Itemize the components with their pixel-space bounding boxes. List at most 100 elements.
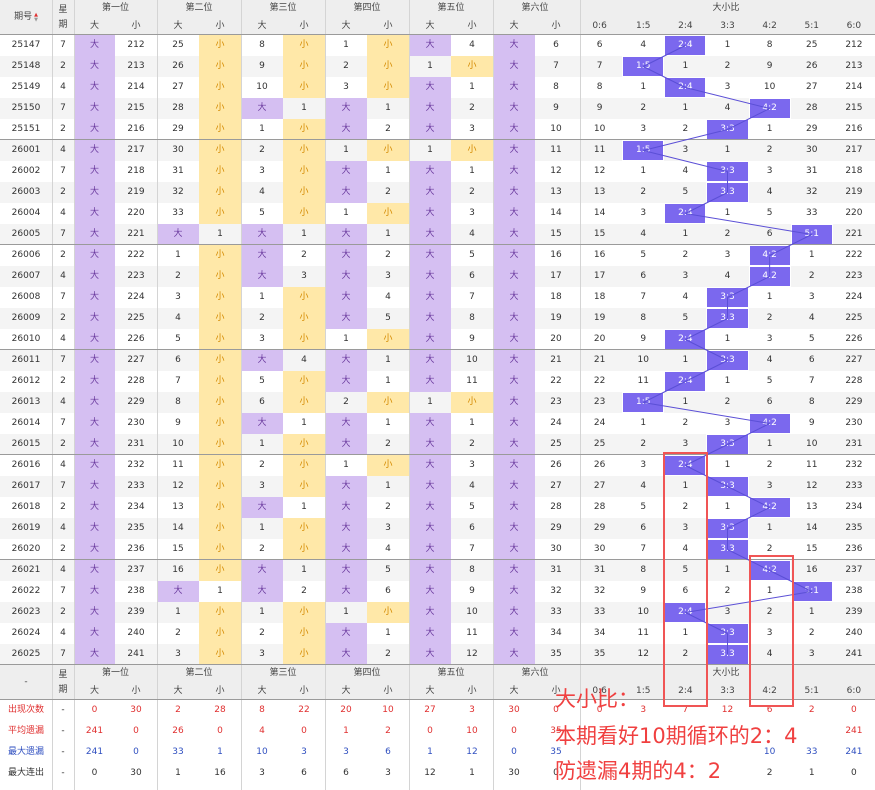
- stats-value: 241: [85, 726, 104, 736]
- big-hit-cell: 大: [325, 182, 367, 203]
- stats-weekday: -: [61, 768, 65, 778]
- sort-arrows-icon[interactable]: ▲ ▼: [34, 11, 38, 23]
- stats-value: 20: [340, 705, 352, 715]
- big-hit-cell: 大: [409, 119, 451, 140]
- weekday-cell: 2: [60, 376, 66, 386]
- big-hit-cell: 大: [325, 266, 367, 287]
- group-divider: [0, 664, 875, 665]
- ratio-hit-cell: 3:3: [707, 183, 748, 202]
- big-hit-cell: 大: [74, 560, 115, 581]
- stats-value: 22: [298, 705, 310, 715]
- ratio-hit-cell: 4:2: [749, 498, 790, 517]
- miss-count-cell: 1: [241, 434, 283, 455]
- ratio-miss-cell: 21: [577, 350, 623, 371]
- weekday-cell: 2: [52, 434, 74, 455]
- ratio-miss-cell: 9: [640, 334, 647, 344]
- stats-label: 最大连出: [7, 768, 44, 778]
- stats-value: 3: [343, 747, 349, 757]
- big-hit-cell: 大: [409, 518, 451, 539]
- ratio-miss-cell: 5: [664, 560, 707, 581]
- stats-value: 1: [427, 747, 433, 757]
- small-hit-cell: 小: [367, 203, 409, 224]
- ratio-miss-cell: 11: [637, 628, 649, 638]
- miss-count-cell: 224: [127, 292, 145, 302]
- ratio-miss-cell: 1: [640, 82, 647, 92]
- footer-period-header: -: [0, 665, 52, 700]
- ratio-miss-cell: 20: [593, 334, 606, 344]
- weekday-cell: 4: [60, 82, 66, 92]
- period-header[interactable]: 期号 ▲ ▼: [0, 0, 52, 35]
- ratio-miss-cell: 10: [622, 602, 665, 623]
- ratio-miss-cell: 1: [766, 124, 773, 134]
- stats-value: 3: [640, 705, 647, 715]
- big-hit-cell: 大: [325, 98, 367, 119]
- miss-count-cell: 2: [451, 434, 493, 455]
- small-hit-cell: 小: [199, 35, 241, 56]
- ratio-miss-cell: 224: [845, 292, 863, 302]
- period-cell: 26023: [0, 602, 52, 623]
- stats-value: 35: [550, 726, 562, 736]
- miss-count-cell: 1: [283, 560, 325, 581]
- miss-count-cell: 4: [451, 476, 493, 497]
- miss-count-cell: 3: [469, 124, 475, 134]
- ratio-subheader: 3:3: [706, 682, 749, 700]
- miss-count-cell: 212: [127, 40, 145, 50]
- ratio-miss-cell: 8: [596, 82, 603, 92]
- small-hit-cell: 小: [199, 77, 241, 98]
- ratio-miss-cell: 4: [682, 544, 689, 554]
- miss-count-cell: 1: [367, 98, 409, 119]
- ratio-miss-cell: 1: [664, 56, 707, 77]
- small-hit-cell: 小: [199, 119, 241, 140]
- miss-count-cell: 1: [241, 518, 283, 539]
- ratio-miss-cell: 33: [577, 602, 623, 623]
- ratio-miss-cell: 1: [640, 418, 647, 428]
- ratio-miss-cell: 2: [682, 124, 689, 134]
- ratio-hit-cell: 4:2: [749, 246, 790, 265]
- miss-count-cell: 3: [469, 460, 475, 470]
- column-divider: [74, 0, 75, 790]
- stats-value: 2: [385, 726, 391, 736]
- miss-count-cell: 233: [115, 476, 157, 497]
- stats-value: 0: [851, 768, 857, 778]
- miss-count-cell: 8: [451, 308, 493, 329]
- miss-count-cell: 3: [241, 644, 283, 665]
- big-hit-cell: 大: [409, 497, 451, 518]
- ratio-miss-cell: 9: [808, 418, 815, 428]
- highlight-box-ratio-4-2: [749, 555, 794, 707]
- big-hit-cell: 大: [325, 476, 367, 497]
- ratio-miss-cell: 217: [832, 140, 875, 161]
- big-subheader: 大: [493, 682, 535, 700]
- ratio-miss-cell: 1: [790, 602, 833, 623]
- miss-count-cell: 2: [451, 98, 493, 119]
- ratio-miss-cell: 218: [845, 166, 863, 176]
- ratio-hit-cell: 5:1: [791, 582, 832, 601]
- miss-count-cell: 234: [127, 502, 145, 512]
- ratio-miss-cell: 5: [664, 308, 707, 329]
- big-hit-cell: 大: [74, 623, 115, 644]
- miss-count-cell: 214: [127, 82, 145, 92]
- ratio-hit-cell: 2:4: [665, 36, 706, 55]
- ratio-miss-cell: 3: [748, 476, 791, 497]
- miss-count-cell: 1: [469, 418, 475, 428]
- ratio-miss-cell: 2: [766, 460, 773, 470]
- big-hit-cell: 大: [74, 476, 115, 497]
- weekday-cell: 4: [52, 140, 74, 161]
- ratio-miss-cell: 6: [682, 586, 689, 596]
- stats-value: 2: [808, 705, 815, 715]
- stats-value: 28: [214, 705, 226, 715]
- small-subheader: 小: [367, 17, 409, 35]
- stats-value: 33: [806, 747, 818, 757]
- ratio-subheader: 6:0: [832, 682, 875, 700]
- ratio-miss-cell: 13: [577, 182, 623, 203]
- miss-count-cell: 6: [157, 350, 199, 371]
- big-hit-cell: 大: [409, 308, 451, 329]
- big-hit-cell: 大: [409, 476, 451, 497]
- small-subheader: 小: [367, 682, 409, 700]
- ratio-miss-cell: 2: [622, 182, 665, 203]
- big-hit-cell: 大: [409, 539, 451, 560]
- ratio-miss-cell: 16: [790, 560, 833, 581]
- big-hit-cell: 大: [74, 245, 115, 266]
- big-hit-cell: 大: [493, 623, 535, 644]
- weekday-cell: 2: [60, 502, 66, 512]
- miss-count-cell: 15: [535, 224, 577, 245]
